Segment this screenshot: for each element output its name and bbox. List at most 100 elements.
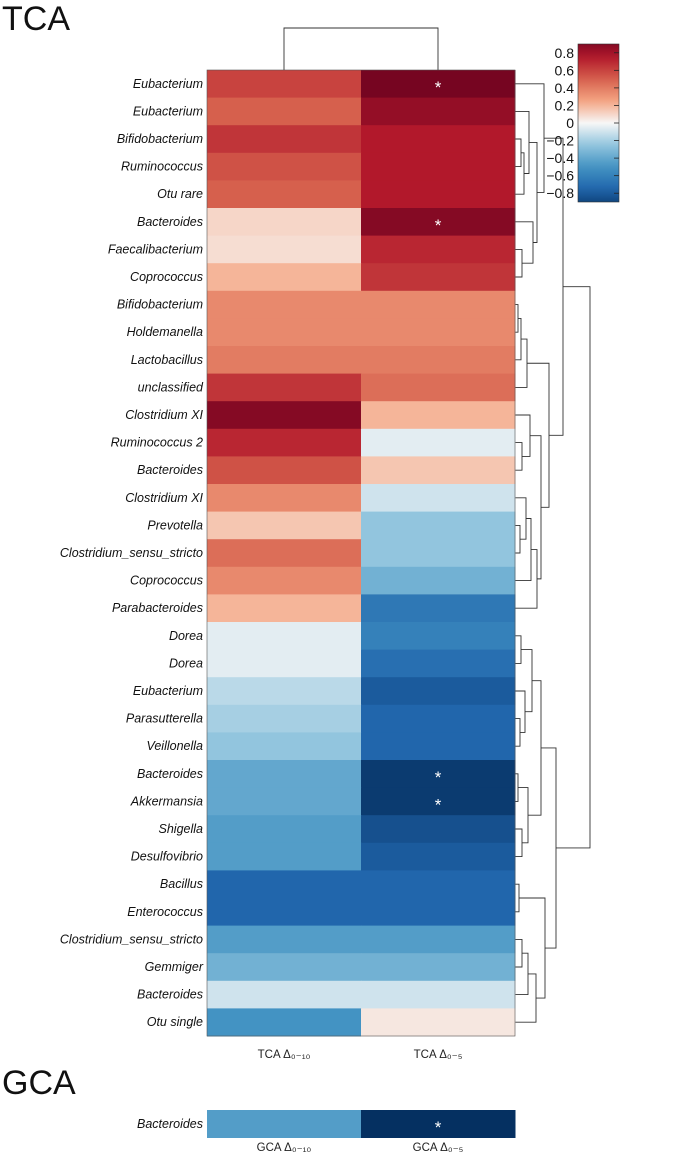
row-dendrogram-link <box>518 787 529 844</box>
row-label: Parasutterella <box>126 712 203 726</box>
heatmap-cell <box>207 180 362 209</box>
row-dendrogram-link <box>515 138 522 168</box>
row-label: Prevotella <box>147 518 203 532</box>
significance-marker: * <box>435 78 442 97</box>
row-label: Bacteroides <box>137 215 203 229</box>
row-dendrogram-link <box>515 497 527 540</box>
row-dendrogram-link <box>515 549 538 609</box>
row-label: Ruminococcus <box>121 160 203 174</box>
colorbar-tick-label: −0.2 <box>546 133 574 149</box>
heatmap-cell <box>361 152 516 181</box>
row-label: Faecalibacterium <box>108 242 203 256</box>
heatmap-cell <box>207 980 362 1009</box>
colorbar-gradient <box>577 43 620 203</box>
colorbar-tick-label: 0.6 <box>555 62 575 78</box>
row-label: Dorea <box>169 629 203 643</box>
row-dendrogram-link <box>515 524 521 554</box>
row-label: Coprococcus <box>130 270 203 284</box>
heatmap-cell <box>361 373 516 402</box>
heatmap-cell <box>361 677 516 706</box>
heatmap-cell <box>207 152 362 181</box>
row-dendrogram-link <box>515 828 523 858</box>
heatmap-cell <box>361 235 516 264</box>
row-dendrogram-link <box>515 248 523 278</box>
colorbar: 0.80.6 0.40.2 0 −0.2−0.4 −0.6−0.8 <box>546 43 620 203</box>
tca-heatmap: * * * * <box>206 69 516 1037</box>
row-label: Ruminococcus 2 <box>111 436 203 450</box>
heatmap-cell <box>207 953 362 982</box>
heatmap-cell <box>207 704 362 733</box>
heatmap-cell <box>207 566 362 595</box>
tca-title: TCA <box>2 0 70 38</box>
column-dendrogram-link <box>283 27 439 70</box>
column-dendrogram <box>283 27 439 70</box>
heatmap-cell <box>207 97 362 126</box>
heatmap-cell <box>207 1110 362 1138</box>
heatmap-cell <box>361 208 516 237</box>
row-label: Clostridium XI <box>125 491 203 505</box>
heatmap-cell <box>207 594 362 623</box>
row-label: Bacillus <box>160 877 203 891</box>
heatmap-cell <box>361 539 516 568</box>
row-dendrogram-link <box>515 221 534 264</box>
heatmap-cell <box>361 428 516 457</box>
tca-row-labels: Eubacterium Eubacterium Bifidobacterium Rum… <box>60 77 204 1029</box>
row-dendrogram-link <box>519 897 546 999</box>
row-label: Otu single <box>147 1015 203 1029</box>
row-label: Bifidobacterium <box>117 132 203 146</box>
heatmap-cell <box>361 870 516 899</box>
heatmap-cell <box>361 290 516 319</box>
colorbar-tick-label: −0.8 <box>546 185 574 201</box>
row-dendrogram-link <box>515 414 531 457</box>
gca-row-labels: Bacteroides <box>137 1117 203 1131</box>
heatmap-cell <box>361 704 516 733</box>
heatmap-cell <box>207 1008 362 1037</box>
heatmap-cell <box>361 456 516 485</box>
heatmap-cell <box>361 263 516 292</box>
heatmap-cell <box>207 898 362 927</box>
row-label: unclassified <box>138 380 204 394</box>
gca-title: GCA <box>2 1064 76 1102</box>
column-label: GCA Δ₀₋₁₀ <box>257 1142 312 1154</box>
colorbar-tick-label: −0.4 <box>546 150 574 166</box>
colorbar-tick-label: 0.8 <box>555 45 575 61</box>
heatmap-cell <box>361 815 516 844</box>
heatmap-cell <box>361 318 516 347</box>
heatmap-cell <box>207 511 362 540</box>
row-label: Eubacterium <box>133 77 203 91</box>
gca-heatmap: * <box>207 1110 516 1138</box>
heatmap-cell <box>207 290 362 319</box>
heatmap-cell <box>207 263 362 292</box>
row-dendrogram-link <box>515 110 530 174</box>
heatmap-cell <box>361 898 516 927</box>
heatmap-cell <box>361 511 516 540</box>
heatmap-cell <box>207 428 362 457</box>
significance-marker: * <box>435 1118 442 1137</box>
row-dendrogram-link <box>521 649 533 713</box>
column-label: TCA Δ₀₋₅ <box>414 1049 463 1061</box>
row-label: Gemmiger <box>145 960 204 974</box>
heatmap-cell <box>207 456 362 485</box>
row-label: Clostridium_sensu_stricto <box>60 932 203 946</box>
heatmap-cell <box>361 346 516 375</box>
significance-marker: * <box>435 795 442 814</box>
heatmap-cell <box>361 1008 516 1037</box>
heatmap-cell <box>361 787 516 816</box>
heatmap-cell <box>361 97 516 126</box>
heatmap-cell <box>361 401 516 430</box>
row-label: Clostridium XI <box>125 408 203 422</box>
row-label: Bacteroides <box>137 463 203 477</box>
heatmap-cell <box>361 953 516 982</box>
heatmap-cell <box>207 539 362 568</box>
heatmap-cell <box>361 760 516 789</box>
row-label: Lactobacillus <box>131 353 203 367</box>
heatmap-frame <box>206 69 516 1037</box>
heatmap-cell <box>207 649 362 678</box>
heatmap-cell <box>361 125 516 154</box>
row-dendrogram-link <box>515 152 525 195</box>
row-dendrogram-link <box>515 883 520 913</box>
heatmap-cell <box>207 318 362 347</box>
row-label: Holdemanella <box>127 325 203 339</box>
row-label: Akkermansia <box>130 794 203 808</box>
